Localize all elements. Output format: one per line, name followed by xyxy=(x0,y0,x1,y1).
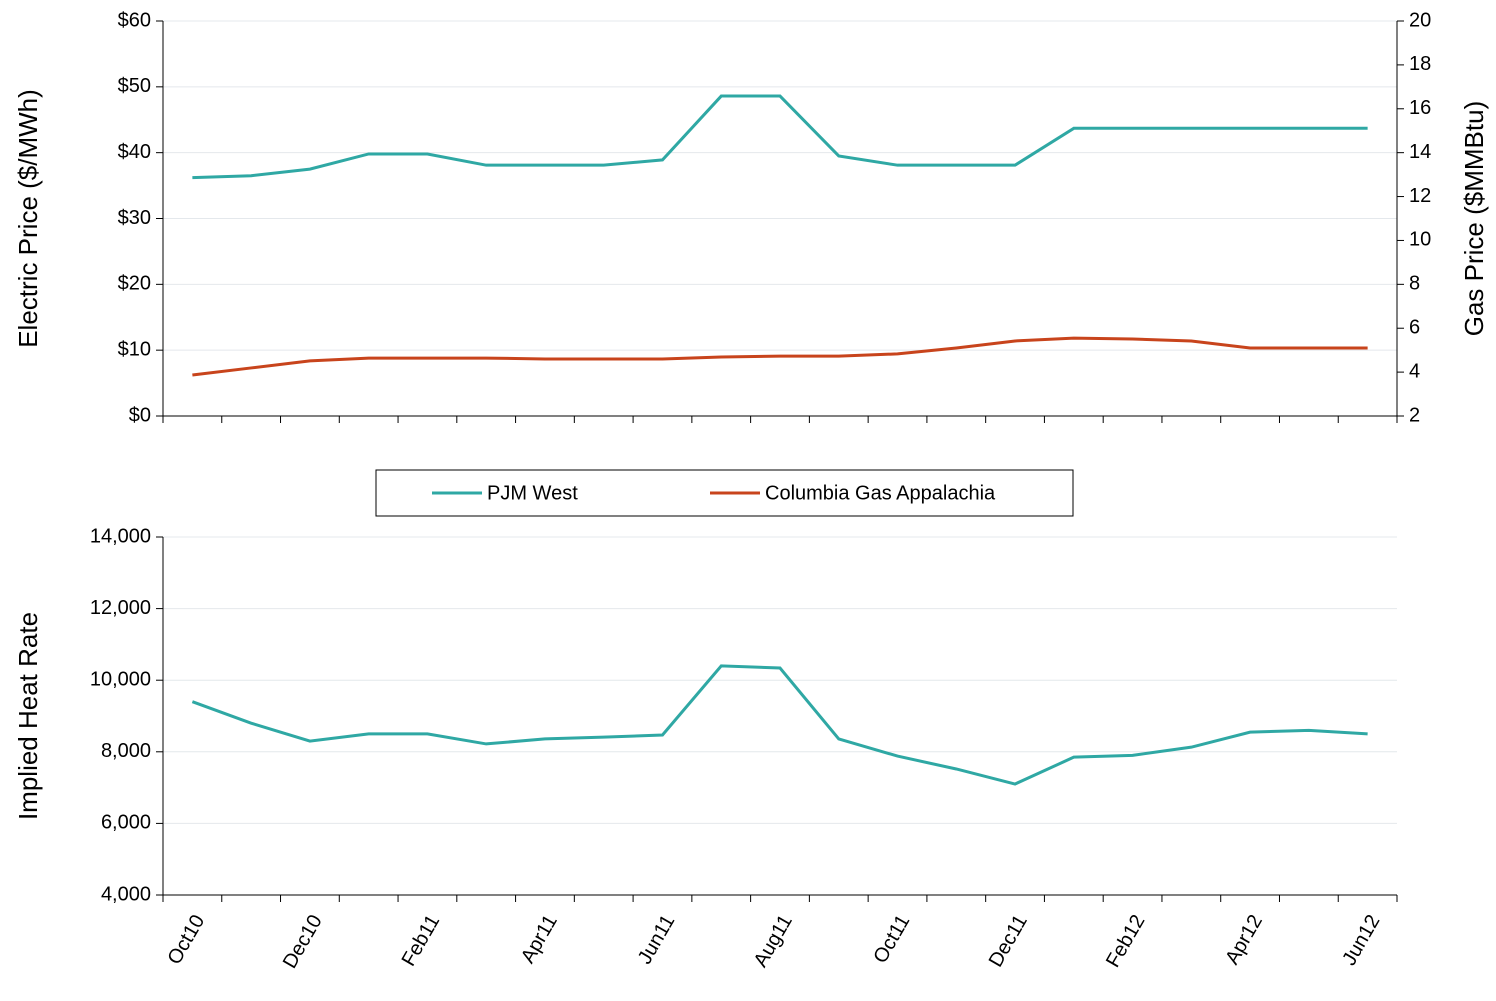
y2-tick-label: 2 xyxy=(1409,404,1420,426)
legend-label: PJM West xyxy=(487,482,578,504)
y2-tick-label: 6 xyxy=(1409,317,1420,339)
data-line xyxy=(192,336,1368,377)
y-tick-label: $60 xyxy=(118,9,151,31)
y-tick-label: 14,000 xyxy=(90,525,151,547)
y2-tick-label: 4 xyxy=(1409,360,1420,382)
y-tick-label: 6,000 xyxy=(101,812,151,834)
x-tick-label: Jun11 xyxy=(634,911,680,968)
y-tick-label: 10,000 xyxy=(90,668,151,690)
x-tick-label: Aug11 xyxy=(750,911,797,971)
x-tick-label: Apr11 xyxy=(517,911,562,967)
y2-tick-label: 16 xyxy=(1409,97,1431,119)
y2-tick-label: 14 xyxy=(1409,141,1431,163)
y2-tick-label: 8 xyxy=(1409,273,1420,295)
y-tick-label: $30 xyxy=(118,207,151,229)
y2-tick-label: 18 xyxy=(1409,53,1431,75)
y-tick-label: $0 xyxy=(129,404,151,426)
y-tick-label: $50 xyxy=(118,75,151,97)
y2-tick-label: 12 xyxy=(1409,185,1431,207)
y-tick-label: $10 xyxy=(118,338,151,360)
x-tick-label: Apr12 xyxy=(1221,911,1267,968)
y-axis-title: Implied Heat Rate xyxy=(13,612,43,820)
y2-axis-title: Gas Price ($MMBtu) xyxy=(1459,101,1489,337)
data-line xyxy=(192,94,1368,180)
x-tick-label: Dec10 xyxy=(279,911,327,972)
x-tick-label: Jun12 xyxy=(1338,911,1384,969)
x-tick-label: Oct10 xyxy=(164,911,210,968)
data-line xyxy=(191,664,1368,786)
y2-tick-label: 10 xyxy=(1409,229,1431,251)
x-tick-label: Feb11 xyxy=(398,911,445,970)
y-tick-label: 8,000 xyxy=(101,740,151,762)
y-tick-label: $40 xyxy=(118,141,151,163)
y-axis-title: Electric Price ($/MWh) xyxy=(13,89,43,348)
x-tick-label: Dec11 xyxy=(985,911,1032,971)
y-tick-label: 12,000 xyxy=(90,597,151,619)
x-tick-label: Oct11 xyxy=(869,911,914,967)
x-tick-label: Feb12 xyxy=(1102,911,1149,971)
legend-label: Columbia Gas Appalachia xyxy=(765,482,996,504)
y-tick-label: $20 xyxy=(118,273,151,295)
y-tick-label: 4,000 xyxy=(101,883,151,905)
y2-tick-label: 20 xyxy=(1409,9,1431,31)
